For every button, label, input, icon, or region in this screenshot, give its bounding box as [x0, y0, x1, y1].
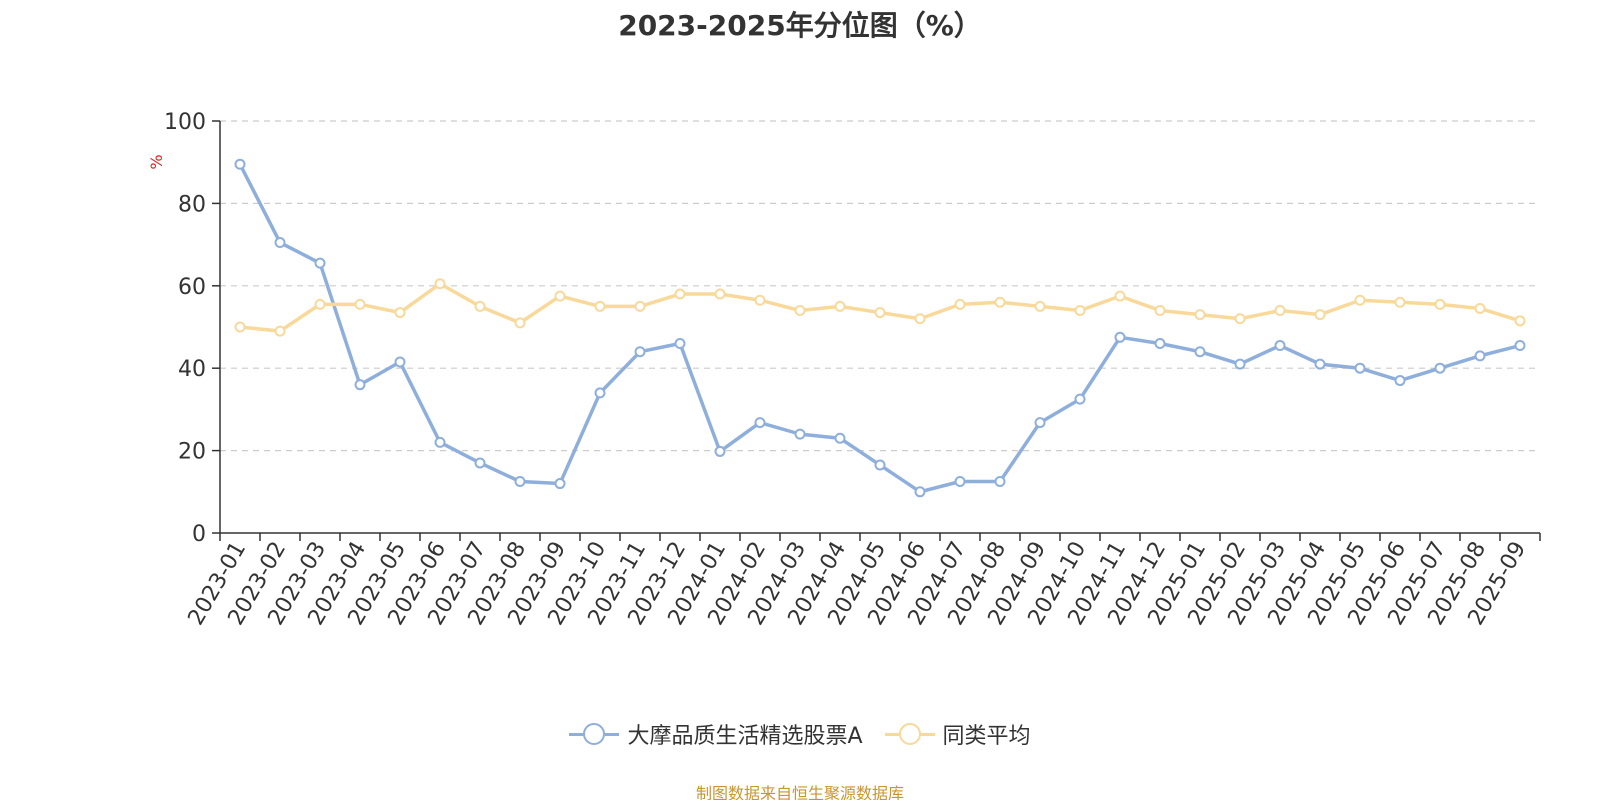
- point-1-2023-02: [274, 325, 286, 337]
- point-0-2025-08: [1474, 350, 1486, 362]
- point-0-2023-07: [474, 457, 486, 469]
- point-1-2024-03: [794, 305, 806, 317]
- point-0-2024-04: [834, 432, 846, 444]
- point-0-2023-02: [274, 237, 286, 249]
- point-1-2024-04: [834, 300, 846, 312]
- point-0-2023-03: [314, 257, 326, 269]
- point-0-2024-05: [874, 459, 886, 471]
- point-0-2025-05: [1354, 362, 1366, 374]
- line-chart: 020406080100%2023-012023-022023-032023-0…: [147, 110, 1541, 630]
- point-0-2023-09: [554, 478, 566, 490]
- point-0-2023-12: [674, 337, 686, 349]
- point-0-2024-01: [714, 445, 726, 457]
- point-1-2024-11: [1114, 290, 1126, 302]
- point-0-2025-04: [1314, 358, 1326, 370]
- chart-title: 2023-2025年分位图（%）: [618, 9, 982, 42]
- legend: 大摩品质生活精选股票A 同类平均: [0, 718, 1600, 750]
- y-tick-label-80: 80: [178, 192, 206, 217]
- legend-item-fund[interactable]: 大摩品质生活精选股票A: [569, 718, 863, 750]
- point-0-2024-12: [1154, 337, 1166, 349]
- point-1-2025-02: [1234, 313, 1246, 325]
- legend-item-average[interactable]: 同类平均: [884, 718, 1031, 750]
- point-1-2024-06: [914, 313, 926, 325]
- point-1-2023-07: [474, 300, 486, 312]
- y-tick-label-20: 20: [178, 440, 206, 465]
- legend-label-fund: 大摩品质生活精选股票A: [627, 724, 863, 749]
- point-0-2023-08: [514, 476, 526, 487]
- point-0-2023-05: [394, 356, 406, 368]
- y-axis-label: %: [147, 154, 166, 169]
- point-0-2023-01: [234, 158, 246, 170]
- point-1-2023-09: [554, 290, 566, 302]
- point-0-2025-06: [1394, 375, 1406, 387]
- point-1-2024-07: [954, 298, 966, 310]
- point-1-2024-12: [1154, 305, 1166, 317]
- y-tick-label-100: 100: [164, 110, 206, 135]
- point-0-2024-11: [1114, 331, 1126, 343]
- point-1-2023-05: [394, 307, 406, 319]
- point-0-2023-11: [634, 346, 646, 358]
- point-1-2023-08: [514, 317, 526, 329]
- point-0-2025-02: [1234, 358, 1246, 370]
- point-0-2024-07: [954, 476, 966, 487]
- y-tick-label-40: 40: [178, 357, 206, 382]
- point-0-2025-01: [1194, 346, 1206, 358]
- point-0-2025-07: [1434, 362, 1446, 374]
- point-1-2025-09: [1514, 315, 1526, 327]
- point-0-2024-10: [1074, 393, 1086, 405]
- point-1-2024-08: [994, 296, 1006, 308]
- legend-dot-fund: [583, 723, 606, 745]
- point-1-2024-09: [1034, 300, 1046, 312]
- point-1-2023-01: [234, 321, 246, 333]
- point-0-2024-08: [994, 476, 1006, 487]
- point-1-2025-03: [1274, 305, 1286, 317]
- point-1-2025-07: [1434, 298, 1446, 310]
- legend-dot-average: [898, 723, 921, 745]
- point-0-2023-06: [434, 436, 446, 448]
- point-0-2024-09: [1034, 417, 1046, 429]
- point-0-2023-10: [594, 387, 606, 399]
- point-1-2023-03: [314, 298, 326, 310]
- legend-swatch-fund: [569, 722, 620, 746]
- series-line-0: [238, 163, 1521, 494]
- point-0-2025-09: [1514, 340, 1526, 352]
- point-1-2025-04: [1314, 309, 1326, 321]
- source-note: 制图数据来自恒生聚源数据库: [695, 784, 904, 800]
- point-1-2023-11: [634, 300, 646, 312]
- legend-label-average: 同类平均: [942, 724, 1031, 749]
- point-0-2024-02: [754, 417, 766, 429]
- point-1-2025-06: [1394, 296, 1406, 308]
- point-1-2024-01: [714, 288, 726, 300]
- point-0-2025-03: [1274, 340, 1286, 352]
- point-1-2024-10: [1074, 305, 1086, 317]
- point-1-2023-12: [674, 288, 686, 300]
- point-0-2024-03: [794, 428, 806, 440]
- point-1-2025-05: [1354, 294, 1366, 306]
- point-1-2023-04: [354, 298, 366, 310]
- point-1-2024-02: [754, 294, 766, 306]
- point-1-2025-01: [1194, 309, 1206, 321]
- point-0-2023-04: [354, 379, 366, 391]
- y-tick-label-60: 60: [178, 275, 206, 300]
- point-0-2024-06: [914, 486, 926, 498]
- point-1-2024-05: [874, 307, 886, 319]
- point-1-2023-06: [434, 278, 446, 290]
- legend-swatch-average: [884, 722, 935, 746]
- y-tick-label-0: 0: [192, 522, 206, 547]
- point-1-2025-08: [1474, 302, 1486, 314]
- point-1-2023-10: [594, 300, 606, 312]
